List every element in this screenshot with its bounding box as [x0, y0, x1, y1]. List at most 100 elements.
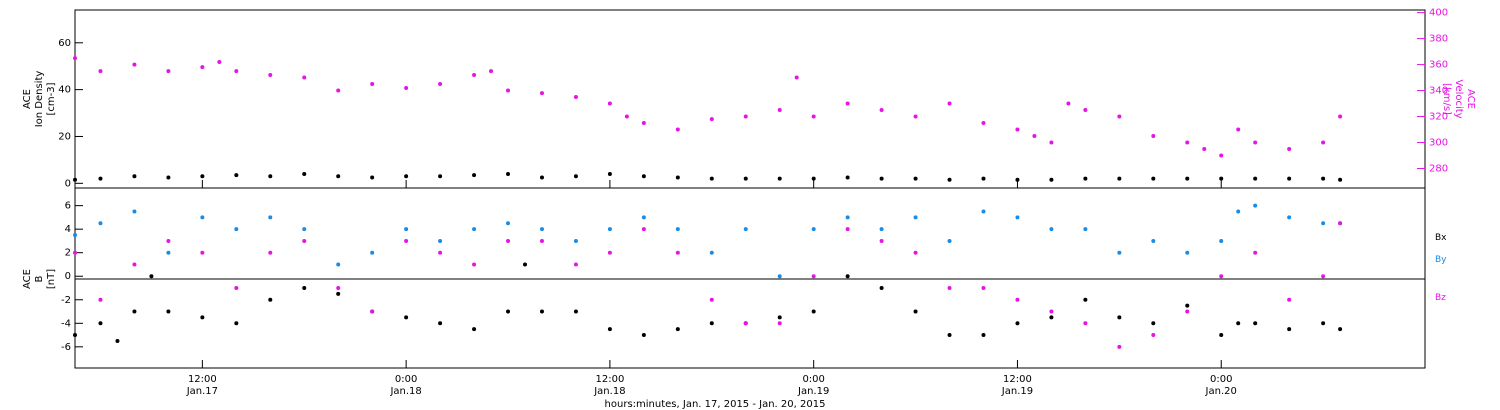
velocity-point: [1202, 147, 1207, 152]
bz-point: [1117, 344, 1122, 349]
bx-point: [675, 327, 680, 332]
velocity-point: [234, 69, 239, 74]
bz-point: [743, 321, 748, 326]
by-point: [1321, 221, 1326, 226]
density-point: [200, 174, 205, 179]
density-axis-title-line1: ACE: [22, 89, 33, 109]
bx-point: [472, 327, 477, 332]
velocity-tick-label: 380: [1429, 34, 1448, 45]
bx-point: [1117, 315, 1122, 320]
bz-point: [472, 262, 477, 267]
by-point: [675, 227, 680, 232]
velocity-point: [624, 114, 629, 119]
legend-bz: Bz: [1435, 293, 1446, 303]
b-field-tick-label: -2: [61, 295, 71, 306]
velocity-point: [1321, 140, 1326, 145]
by-point: [981, 209, 986, 214]
velocity-point: [217, 59, 222, 64]
bx-point: [1219, 333, 1224, 338]
by-point: [132, 209, 137, 214]
density-point: [336, 174, 341, 179]
density-point: [743, 176, 748, 181]
density-point: [370, 175, 375, 180]
by-point: [1117, 250, 1122, 255]
bx-point: [777, 315, 782, 320]
bx-point: [573, 309, 578, 314]
by-point: [234, 227, 239, 232]
bz-point: [234, 286, 239, 290]
bx-point: [879, 286, 884, 290]
bx-point: [1049, 315, 1054, 320]
velocity-axis-title-line1: ACE: [1465, 89, 1476, 109]
velocity-tick-label: 360: [1429, 60, 1448, 71]
x-axis-title: hours:minutes, Jan. 17, 2015 - Jan. 20, …: [605, 399, 826, 410]
velocity-point: [777, 108, 782, 113]
density-point: [98, 176, 103, 181]
by-point: [879, 227, 884, 232]
velocity-point: [1219, 153, 1224, 158]
velocity-point: [200, 65, 205, 70]
b-field-tick-label: 0: [65, 271, 71, 282]
velocity-point: [1338, 114, 1343, 119]
x-tick-time: 0:00: [802, 374, 824, 385]
by-point: [845, 215, 850, 220]
bz-point: [845, 227, 850, 232]
bz-point: [573, 262, 578, 267]
bz-point: [166, 238, 171, 243]
x-tick-date: Jan.18: [389, 386, 421, 397]
x-tick-time: 0:00: [1210, 374, 1232, 385]
by-point: [607, 227, 612, 232]
bz-point: [1151, 333, 1156, 338]
velocity-point: [1015, 127, 1020, 132]
velocity-tick-label: 300: [1429, 138, 1448, 149]
bx-point: [1185, 303, 1190, 308]
by-point: [506, 221, 511, 226]
x-tick-date: Jan.20: [1205, 386, 1237, 397]
velocity-point: [981, 121, 986, 126]
density-point: [675, 175, 680, 180]
by-point: [641, 215, 646, 220]
bx-point: [947, 333, 952, 338]
density-axis-title-line3: [cm-3]: [46, 82, 57, 115]
bz-point: [913, 250, 918, 255]
bx-point: [404, 315, 409, 320]
bottom-panel-frame: [74, 187, 1426, 369]
velocity-point: [675, 127, 680, 132]
bz-point: [370, 309, 375, 314]
by-point: [1219, 238, 1224, 243]
bz-point: [675, 250, 680, 255]
bx-point: [981, 333, 986, 338]
bz-point: [506, 238, 511, 243]
b-field-axis-title: ACE B [nT]: [22, 269, 57, 289]
bx-point: [506, 309, 511, 314]
bx-point: [709, 321, 714, 326]
by-point: [811, 227, 816, 232]
top-panel-frame: [74, 9, 1426, 189]
bz-point: [811, 274, 816, 279]
bz-point: [1083, 321, 1088, 326]
bz-point: [1015, 297, 1020, 302]
density-point: [709, 176, 714, 181]
by-point: [1185, 250, 1190, 255]
bx-point: [1151, 321, 1156, 326]
density-point: [234, 173, 239, 178]
velocity-point: [743, 114, 748, 119]
by-point: [404, 227, 409, 232]
x-tick-time: 12:00: [1003, 374, 1032, 385]
by-point: [913, 215, 918, 220]
density-point: [641, 174, 646, 179]
velocity-point: [489, 69, 494, 74]
by-point: [573, 238, 578, 243]
x-tick-date: Jan.18: [593, 386, 625, 397]
bx-point: [1321, 321, 1326, 326]
density-tick-label: 40: [58, 85, 71, 96]
velocity-axis: 280 300 320 340 360 380 400: [1417, 8, 1448, 175]
bz-point: [98, 297, 103, 302]
velocity-point: [607, 101, 612, 106]
velocity-point: [879, 108, 884, 113]
by-point: [709, 250, 714, 255]
density-axis-title: ACE Ion Density [cm-3]: [22, 71, 57, 128]
bx-point: [234, 321, 239, 326]
x-tick-time: 12:00: [188, 374, 217, 385]
bx-point: [73, 333, 77, 338]
